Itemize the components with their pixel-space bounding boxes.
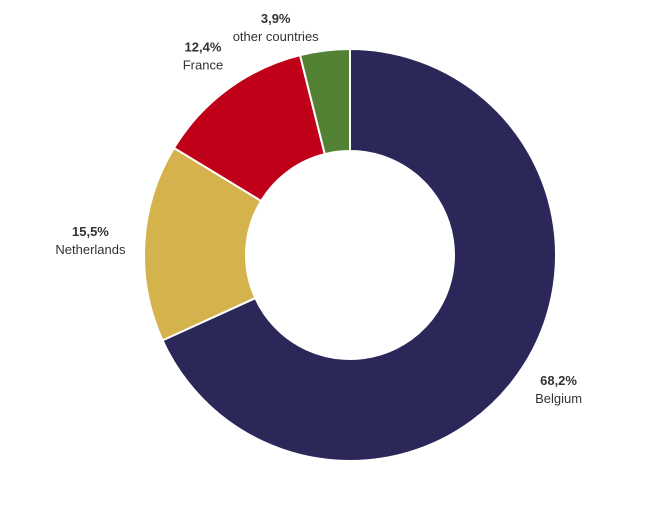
value-label-netherlands: 15,5% (72, 224, 109, 239)
value-label-other-countries: 3,9% (261, 11, 291, 26)
category-label-belgium: Belgium (535, 391, 582, 406)
value-label-france: 12,4% (185, 39, 222, 54)
labels-group: 68,2% Belgium 15,5% Netherlands 12,4% France 3… (55, 11, 582, 406)
category-label-other-countries: other countries (233, 29, 319, 44)
slices-group (143, 47, 557, 462)
slice-other-countries (298, 47, 351, 156)
category-label-france: France (183, 57, 223, 72)
slice-belgium (161, 47, 557, 462)
slice-netherlands (143, 146, 263, 342)
value-label-belgium: 68,2% (540, 373, 577, 388)
category-label-netherlands: Netherlands (55, 242, 126, 257)
